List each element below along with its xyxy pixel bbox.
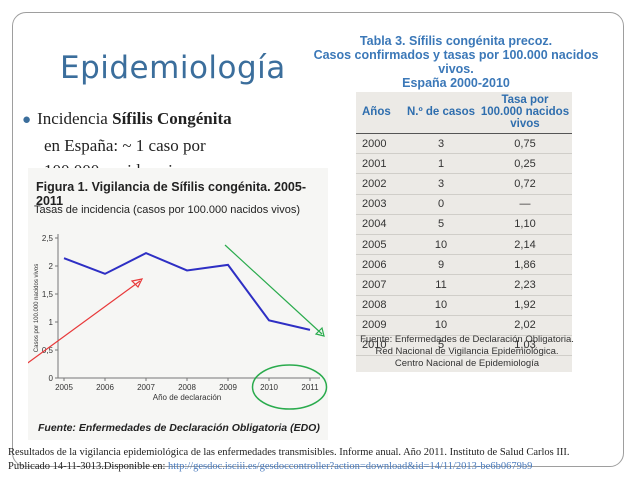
x-tick-label: 2008 [178, 383, 196, 392]
cell-year: 2001 [356, 153, 404, 175]
y-tick-label: 0 [49, 374, 54, 383]
table-row: 2008 10 1,92 [356, 295, 572, 316]
bullet-icon: ● [22, 112, 32, 128]
data-table: Años N.º de casos Tasa por 100.000 nacid… [356, 92, 572, 357]
cell-rate: 1,86 [478, 254, 572, 276]
table-row: 2009 10 2,02 [356, 315, 572, 336]
reference-link[interactable]: http://gesdoc.isciii.es/gesdoccontroller… [168, 461, 533, 472]
reference-prefix: Publicado 14-11-3013.Disponible en: [8, 461, 169, 472]
cell-rate: 0,72 [478, 173, 572, 195]
cell-cases: 3 [404, 133, 478, 155]
cell-year: 2007 [356, 274, 404, 296]
table-row: 2006 9 1,86 [356, 254, 572, 276]
bullet-prefix: Incidencia [37, 109, 113, 128]
cell-rate: 1,03 [478, 335, 572, 357]
reference-line-1: Resultados de la vigilancia epidemiológi… [8, 447, 570, 458]
cell-year: 2003 [356, 194, 404, 215]
cell-rate: 0,75 [478, 133, 572, 155]
table-row: 2000 3 0,75 [356, 133, 572, 155]
header-cases: N.º de casos [404, 92, 478, 134]
cell-year: 2000 [356, 133, 404, 155]
bullet-line-2: en España: ~ 1 caso por [44, 136, 206, 155]
bullet-bold: Sífilis Congénita [112, 109, 232, 128]
table-header-row: Años N.º de casos Tasa por 100.000 nacid… [356, 92, 572, 134]
x-tick-label: 2005 [55, 383, 73, 392]
x-tick-label: 2007 [137, 383, 155, 392]
table-row: 2004 5 1,10 [356, 214, 572, 235]
cell-rate: 2,02 [478, 315, 572, 336]
cell-rate: 1,92 [478, 295, 572, 316]
cell-cases: 11 [404, 274, 478, 296]
cell-year: 2005 [356, 234, 404, 256]
figure-chart: Figura 1. Vigilancia de Sífilis congénit… [28, 168, 328, 440]
cell-cases: 3 [404, 173, 478, 195]
reference-citation: Resultados de la vigilancia epidemiológi… [8, 446, 628, 474]
table-row: 2005 10 2,14 [356, 234, 572, 256]
table-title: Tabla 3. Sífilis congénita precoz. Casos… [296, 34, 616, 90]
cell-cases: 5 [404, 214, 478, 235]
cell-year: 2002 [356, 173, 404, 195]
slide-title: Epidemiología [60, 50, 286, 86]
line-chart: 0 0,5 1 1,5 2 2,5 2005 2006 2007 2008 2009 2010 2011… [28, 234, 328, 410]
bullet-point: ● Incidencia Sífilis Congénita en España:… [22, 106, 322, 183]
x-tick-label: 2009 [219, 383, 237, 392]
cell-rate: 2,14 [478, 234, 572, 256]
cell-year: 2010 [356, 335, 404, 357]
table-source-line: Fuente: Enfermedades de Declaración Obli… [360, 334, 574, 345]
cell-cases: 10 [404, 234, 478, 256]
table-source: Fuente: Enfermedades de Declaración Obli… [359, 334, 575, 370]
cell-rate: 1,10 [478, 214, 572, 235]
figure-source: Fuente: Enfermedades de Declaración Obli… [38, 422, 320, 434]
table-source-line: Red Nacional de Vigilancia Epidemiológic… [375, 346, 559, 357]
table-title-line: Tabla 3. Sífilis congénita precoz. [359, 34, 553, 48]
cell-year: 2009 [356, 315, 404, 336]
green-circle [251, 364, 328, 410]
cell-cases: 5 [404, 335, 478, 357]
series-line [63, 252, 311, 331]
table-row: 2010 5 1,03 [356, 335, 572, 357]
table-row: 2001 1 0,25 [356, 153, 572, 175]
x-tick-label: 2011 [301, 383, 319, 392]
y-axis-label: Casos por 100.000 nacidos vivos [34, 264, 40, 352]
cell-year: 2004 [356, 214, 404, 235]
table-row: 2007 11 2,23 [356, 274, 572, 296]
x-axis-label: Año de declaración [153, 393, 222, 402]
header-rate: Tasa por 100.000 nacidos vivos [478, 92, 572, 134]
table-title-line: España 2000-2010 [402, 76, 510, 90]
cell-year: 2006 [356, 254, 404, 276]
cell-cases: 9 [404, 254, 478, 276]
y-tick-label: 1 [49, 318, 54, 327]
cell-rate: — [478, 194, 572, 215]
cell-rate: 0,25 [478, 153, 572, 175]
y-tick-label: 2,5 [42, 234, 54, 243]
cell-rate: 2,23 [478, 274, 572, 296]
y-tick-label: 0,5 [42, 346, 54, 355]
header-years: Años [356, 92, 404, 134]
table-row: 2003 0— [356, 194, 572, 215]
figure-subtitle: Tasas de incidencia (casos por 100.000 n… [34, 204, 300, 216]
table-title-line: Casos confirmados y tasas por 100.000 na… [313, 48, 599, 76]
y-tick-label: 1,5 [42, 290, 54, 299]
slide-frame [12, 12, 624, 467]
cell-cases: 1 [404, 153, 478, 175]
x-tick-label: 2006 [96, 383, 114, 392]
data-table-panel: Años N.º de casos Tasa por 100.000 nacid… [356, 92, 572, 372]
figure-title: Figura 1. Vigilancia de Sífilis congénit… [36, 180, 306, 208]
cell-cases: 10 [404, 295, 478, 316]
table-source-line: Centro Nacional de Epidemiología [394, 358, 540, 369]
y-tick-label: 2 [49, 262, 54, 271]
cell-year: 2008 [356, 295, 404, 316]
x-tick-label: 2010 [260, 383, 278, 392]
cell-cases: 0 [404, 194, 478, 215]
red-arrow-head [130, 278, 144, 289]
table-row: 2002 3 0,72 [356, 173, 572, 195]
cell-cases: 10 [404, 315, 478, 336]
red-arrow-line [28, 280, 141, 364]
